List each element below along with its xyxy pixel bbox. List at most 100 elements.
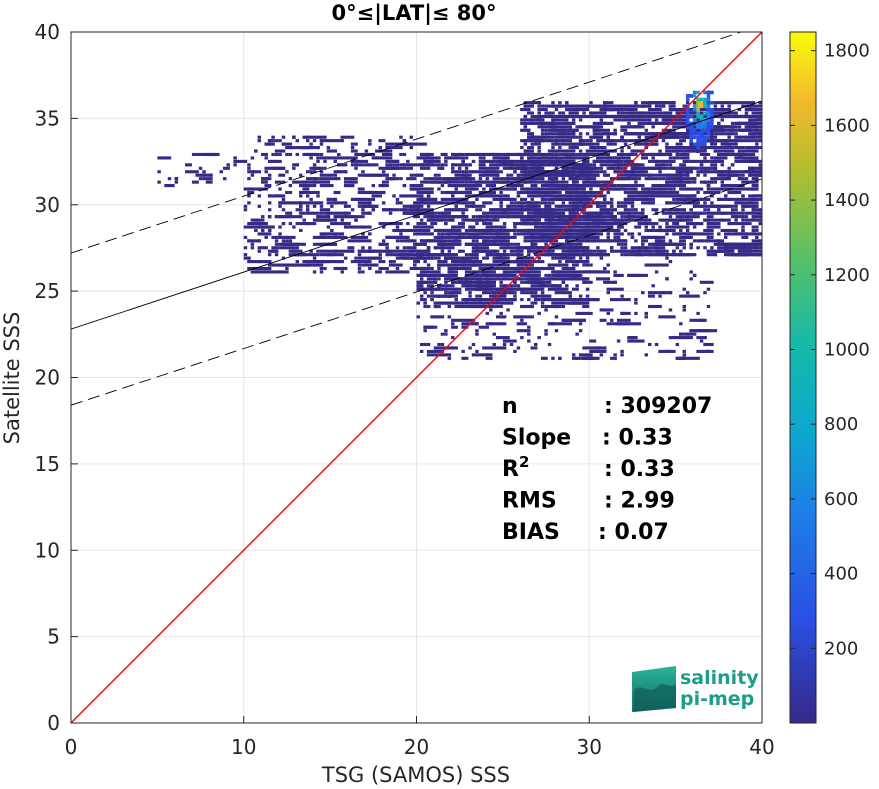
density-cell xyxy=(565,114,569,119)
density-cell xyxy=(378,146,382,150)
density-cell xyxy=(551,149,559,153)
density-core-cell xyxy=(706,125,711,129)
density-cell xyxy=(727,246,749,250)
density-cell xyxy=(489,308,493,312)
density-cell xyxy=(741,194,745,198)
density-cell xyxy=(527,256,531,260)
density-cell xyxy=(513,270,517,274)
density-cell xyxy=(326,211,331,215)
density-cell xyxy=(444,280,448,284)
density-cell xyxy=(623,208,628,212)
density-core-cell xyxy=(689,132,693,136)
density-cell xyxy=(219,170,224,174)
density-cell xyxy=(295,242,300,246)
density-cell xyxy=(682,239,686,243)
density-cell xyxy=(440,215,445,219)
density-cell xyxy=(333,159,338,163)
density-cell xyxy=(727,128,735,132)
density-cell xyxy=(316,215,331,219)
density-cell xyxy=(395,228,400,233)
density-cell xyxy=(323,159,327,163)
density-cell xyxy=(651,184,655,188)
density-cell xyxy=(513,242,521,246)
density-cell xyxy=(468,173,472,177)
density-cell xyxy=(630,232,635,236)
density-cell xyxy=(513,152,528,157)
density-cell xyxy=(723,246,728,250)
density-cell xyxy=(582,215,590,219)
density-cell xyxy=(430,291,434,295)
density-cell xyxy=(751,215,756,219)
density-cell xyxy=(492,197,517,201)
density-cell xyxy=(741,249,745,253)
density-cell xyxy=(530,152,534,157)
density-cell xyxy=(596,204,600,208)
density-cell xyxy=(606,159,624,163)
density-cell xyxy=(644,128,648,132)
density-cell xyxy=(689,187,693,191)
density-cell xyxy=(551,173,555,177)
density-cell xyxy=(530,239,555,243)
density-cell xyxy=(634,180,638,184)
density-cell xyxy=(243,256,251,260)
density-cell xyxy=(343,225,355,229)
density-cell xyxy=(271,135,275,139)
density-cell xyxy=(547,139,569,143)
density-cell xyxy=(502,159,514,163)
density-cell xyxy=(582,163,586,167)
density-cell xyxy=(703,228,714,233)
density-cell xyxy=(672,146,680,150)
density-cell xyxy=(540,132,545,136)
density-cell xyxy=(323,211,327,215)
density-cell xyxy=(689,218,693,222)
density-cell xyxy=(585,173,590,177)
density-cell xyxy=(723,142,728,146)
density-cell xyxy=(520,197,524,201)
density-cell xyxy=(568,142,583,146)
density-cell xyxy=(571,118,576,122)
density-cell xyxy=(748,173,762,177)
density-cell xyxy=(267,201,272,205)
density-cell xyxy=(430,315,445,319)
density-cell xyxy=(254,270,272,274)
density-cell xyxy=(637,121,662,125)
density-cell xyxy=(233,156,237,160)
density-cell xyxy=(561,132,566,136)
density-cell xyxy=(644,197,648,201)
density-cell xyxy=(499,180,521,184)
density-cell xyxy=(447,266,452,271)
density-cell xyxy=(544,242,548,246)
density-cell xyxy=(533,284,538,288)
density-cell xyxy=(267,215,272,219)
density-cell xyxy=(330,222,351,226)
density-cell xyxy=(675,173,680,177)
density-cell xyxy=(402,139,407,143)
density-cell xyxy=(706,166,711,170)
density-cell xyxy=(323,266,327,271)
density-cell xyxy=(250,242,255,246)
density-cell xyxy=(464,197,469,201)
density-cell xyxy=(499,246,510,250)
density-cell xyxy=(447,253,455,257)
density-cell xyxy=(274,152,279,157)
density-core-cell xyxy=(699,114,704,119)
density-cell xyxy=(582,239,586,243)
density-cell xyxy=(413,260,417,264)
density-cell xyxy=(312,263,324,267)
density-cell xyxy=(751,149,756,153)
density-cell xyxy=(413,215,417,219)
density-cell xyxy=(737,149,742,153)
density-cell xyxy=(706,225,711,229)
density-cell xyxy=(530,304,534,309)
density-cell xyxy=(333,156,358,160)
density-cell xyxy=(247,190,251,195)
density-core-cell xyxy=(699,101,704,105)
density-cell xyxy=(634,142,638,146)
density-cell xyxy=(485,287,507,291)
density-cell xyxy=(741,128,745,132)
density-cell xyxy=(516,177,534,181)
density-cell xyxy=(551,249,555,253)
density-cell xyxy=(571,353,576,357)
density-cell xyxy=(644,249,648,253)
density-cell xyxy=(440,184,445,188)
